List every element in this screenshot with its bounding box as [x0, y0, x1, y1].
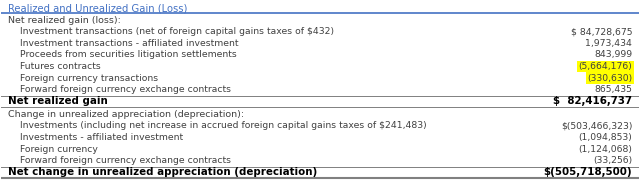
Text: (330,630): (330,630) — [587, 74, 632, 83]
Text: Forward foreign currency exchange contracts: Forward foreign currency exchange contra… — [8, 156, 231, 165]
Text: Investment transactions (net of foreign capital gains taxes of $432): Investment transactions (net of foreign … — [8, 27, 334, 36]
Text: $ 84,728,675: $ 84,728,675 — [571, 27, 632, 36]
Text: Futures contracts: Futures contracts — [8, 62, 100, 71]
Text: (1,094,853): (1,094,853) — [579, 133, 632, 142]
Text: (33,256): (33,256) — [593, 156, 632, 165]
Text: Investments (including net increase in accrued foreign capital gains taxes of $2: Investments (including net increase in a… — [8, 121, 426, 130]
Text: 865,435: 865,435 — [595, 85, 632, 94]
Text: Net realized gain (loss):: Net realized gain (loss): — [8, 15, 120, 25]
Text: $(505,718,500): $(505,718,500) — [543, 167, 632, 177]
Text: $(503,466,323): $(503,466,323) — [561, 121, 632, 130]
Text: Realized and Unrealized Gain (Loss): Realized and Unrealized Gain (Loss) — [8, 3, 187, 13]
Text: Forward foreign currency exchange contracts: Forward foreign currency exchange contra… — [8, 85, 231, 94]
Text: Net realized gain: Net realized gain — [8, 96, 108, 106]
Text: (1,124,068): (1,124,068) — [579, 145, 632, 154]
Text: 1,973,434: 1,973,434 — [586, 39, 632, 48]
Text: $  82,416,737: $ 82,416,737 — [553, 96, 632, 106]
Text: Net change in unrealized appreciation (depreciation): Net change in unrealized appreciation (d… — [8, 167, 317, 177]
Text: Foreign currency transactions: Foreign currency transactions — [8, 74, 158, 83]
Text: Investment transactions - affiliated investment: Investment transactions - affiliated inv… — [8, 39, 238, 48]
Text: Foreign currency: Foreign currency — [8, 145, 98, 154]
Text: (5,664,176): (5,664,176) — [579, 62, 632, 71]
Text: Investments - affiliated investment: Investments - affiliated investment — [8, 133, 183, 142]
Text: 843,999: 843,999 — [594, 50, 632, 59]
Text: Change in unrealized appreciation (depreciation):: Change in unrealized appreciation (depre… — [8, 110, 244, 119]
Text: Proceeds from securities litigation settlements: Proceeds from securities litigation sett… — [8, 50, 237, 59]
